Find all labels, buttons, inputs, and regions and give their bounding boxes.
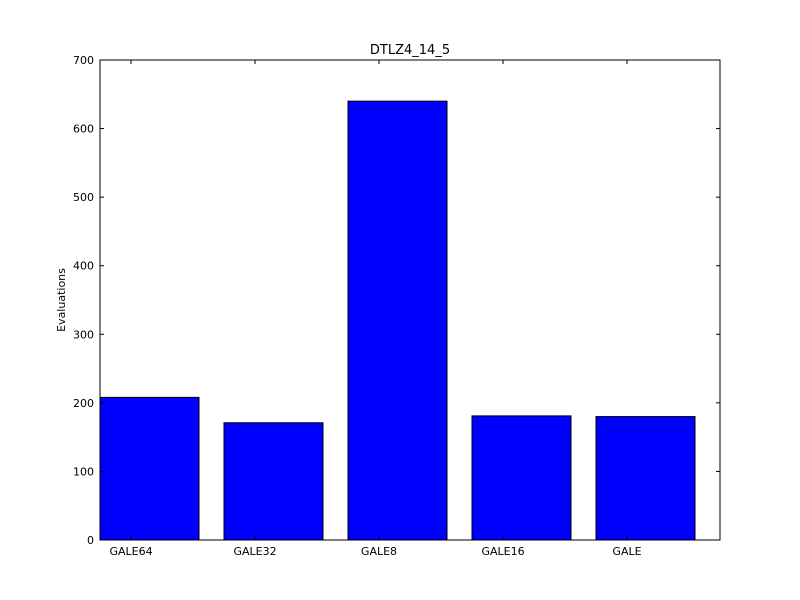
y-tick-label: 200 — [73, 397, 94, 410]
x-tick-label: GALE — [612, 545, 641, 558]
plot-frame — [99, 59, 721, 541]
y-tick-label: 500 — [73, 191, 94, 204]
y-tick-label: 600 — [73, 123, 94, 136]
bar-gale64 — [99, 396, 200, 541]
y-tick-label: 700 — [73, 54, 94, 67]
y-axis-label: Evaluations — [55, 268, 68, 332]
chart-title: DTLZ4_14_5 — [370, 43, 450, 58]
ticks-layer: GALE64 GALE32 GALE8 GALE16 GALE 0 100 200 300 400… — [73, 54, 720, 558]
y-tick-label: 0 — [87, 534, 94, 547]
x-tick-label: GALE8 — [361, 545, 397, 558]
bar-gale — [595, 416, 696, 541]
y-tick-label: 100 — [73, 465, 94, 478]
bar-gale8 — [347, 100, 448, 541]
x-tick-label: GALE32 — [233, 545, 276, 558]
y-tick-label: 300 — [73, 328, 94, 341]
bar-gale16 — [471, 415, 572, 541]
x-tick-label: GALE16 — [481, 545, 524, 558]
bar-gale32 — [223, 422, 324, 541]
x-tick-label: GALE64 — [109, 545, 152, 558]
y-tick-label: 400 — [73, 260, 94, 273]
bars-layer — [99, 100, 696, 541]
